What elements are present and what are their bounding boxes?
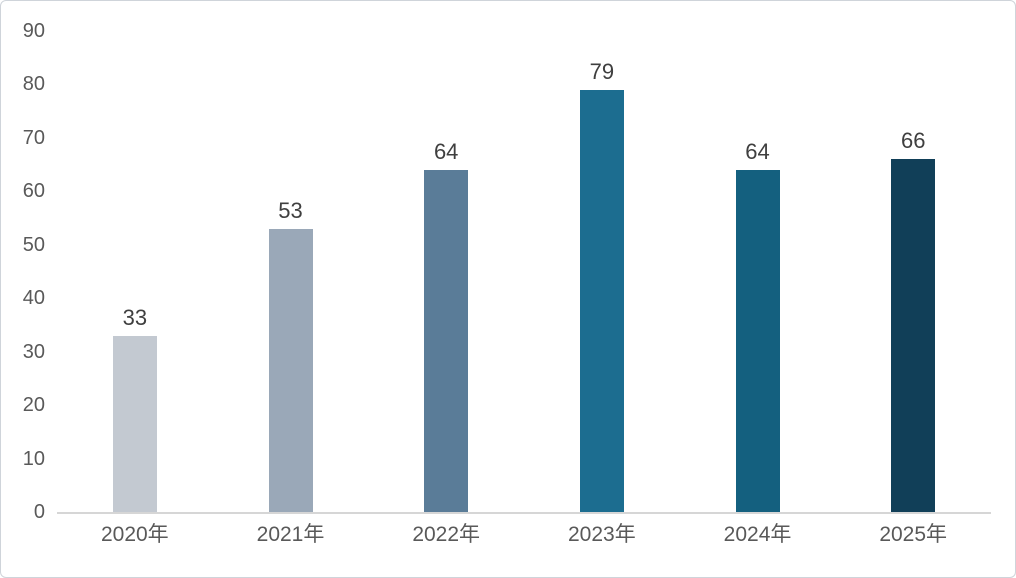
x-axis-label: 2025年 [879,523,948,546]
bar-column: 33 [57,31,213,512]
y-tick-label: 50 [22,233,45,256]
bar-column: 64 [680,31,836,512]
x-axis-label: 2024年 [723,523,792,546]
bar-value-label: 79 [589,58,615,84]
y-axis: 0 10 20 30 40 50 60 70 80 90 [1,21,49,522]
bar[interactable] [424,169,469,512]
bar-column: 66 [835,31,991,512]
bar-column: 53 [213,31,369,512]
x-axis-label: 2023年 [567,523,636,546]
bar[interactable] [735,169,780,512]
bars-group: 33 53 64 79 64 66 [57,31,991,512]
y-tick-label: 60 [22,180,45,203]
x-axis-label: 2020年 [100,523,169,546]
y-tick-label: 10 [22,447,45,470]
bar-value-label: 53 [278,197,303,223]
bar[interactable] [579,89,624,512]
bar-column: 79 [524,31,680,512]
y-tick-label: 20 [22,394,45,417]
bar-value-label: 64 [745,138,770,164]
y-tick-label: 70 [22,126,45,149]
y-tick-label: 40 [22,287,45,310]
bar[interactable] [112,335,157,512]
y-tick-label: 90 [22,20,45,42]
bar[interactable] [268,228,313,512]
bar-column: 64 [368,31,524,512]
bar[interactable] [891,159,936,512]
y-tick-label: 80 [22,73,45,96]
bar-value-label: 66 [900,128,926,154]
y-tick-label: 0 [33,501,45,523]
bar-value-label: 33 [122,304,148,330]
bar-value-label: 64 [433,138,459,164]
x-axis-labels: 2020年 2021年 2022年 2023年 2024年 2025年 [57,524,991,545]
x-axis-label: 2022年 [412,523,481,546]
plot-area: 33 53 64 79 64 66 2020年 2021年 2022年 2023年 2024年 20… [57,31,991,545]
y-tick-label: 30 [22,340,45,363]
x-axis-label: 2021年 [256,523,325,546]
